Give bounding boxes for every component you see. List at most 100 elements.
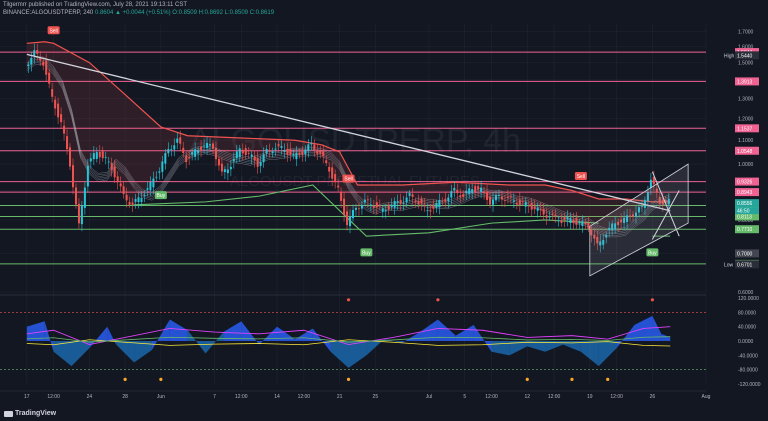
wedge-line-1 [651, 190, 680, 240]
candle-body [223, 169, 226, 172]
resistance-label-1-text: 1.3913 [737, 79, 753, 85]
candle-body [319, 150, 322, 154]
candle-body [194, 149, 197, 157]
oscillator-area [223, 321, 242, 341]
support-label-1 [735, 212, 759, 221]
candle-body [116, 176, 119, 183]
candle-body [69, 147, 72, 167]
candle-body [259, 161, 262, 166]
price-tag-0: High [724, 53, 735, 59]
candle-body [447, 197, 450, 202]
candle-body [533, 206, 536, 210]
price-label-1-sub-text: 46:50 [737, 209, 750, 215]
candle-body [357, 208, 360, 210]
candle-body [489, 196, 492, 205]
candle-body [229, 166, 232, 170]
candle-body [643, 199, 646, 208]
candle-body [375, 202, 378, 208]
price-label-0 [735, 51, 759, 60]
support-label-1-text: 0.8113 [737, 214, 752, 220]
price-axis[interactable]: 1.70001.60001.50001.40001.30001.20001.10… [724, 29, 761, 388]
candle-body [554, 214, 557, 216]
candle-body [45, 60, 48, 75]
candle-body [584, 222, 587, 225]
resistance-label-1 [735, 77, 759, 86]
candle-body [92, 153, 95, 160]
candle-body [483, 192, 486, 194]
candle-body [465, 190, 468, 194]
candle-body [113, 166, 116, 178]
candle-body [30, 57, 33, 65]
candle-body [632, 214, 635, 217]
candle-body [503, 199, 506, 201]
candle-body [480, 187, 483, 192]
candle-body [119, 183, 122, 187]
time-tick-12: 5 [463, 394, 466, 400]
candle-body [176, 138, 179, 143]
candle-body [83, 187, 86, 208]
candle-body [36, 49, 39, 54]
candle-body [486, 191, 489, 201]
candle-body [101, 151, 104, 159]
candle-body [188, 157, 191, 159]
candle-body [453, 187, 456, 191]
candle-body [384, 210, 387, 212]
candle-body [548, 216, 551, 218]
candle-body [620, 219, 623, 223]
candle-body [325, 160, 328, 164]
candle-body [250, 154, 253, 158]
oscillator-area [26, 321, 45, 341]
price-label-3-text: 0.6701 [737, 262, 753, 268]
buy-signal-3 [360, 248, 373, 257]
candle-body [497, 195, 500, 196]
candle-body [51, 89, 54, 97]
candle-body [74, 187, 77, 205]
candle-body [295, 152, 298, 160]
oscillator-area [598, 341, 617, 367]
candle-body [310, 143, 313, 145]
oscillator-area [71, 341, 90, 367]
price-label-1-text: 0.8556 [737, 201, 753, 207]
price-change: 0.8604 ▲ +0.0044 (+0.51%) [94, 10, 171, 16]
candle-body [89, 158, 92, 162]
time-tick-19: Aug [702, 394, 711, 400]
time-tick-18: 26 [650, 394, 656, 400]
support-label-2 [735, 225, 759, 234]
candle-body [203, 145, 206, 147]
drawings[interactable] [26, 53, 689, 277]
candle-body [307, 144, 310, 151]
candle-body [209, 144, 212, 146]
candle-body [623, 217, 626, 223]
oscillator-area [455, 324, 474, 341]
resistance-label-5 [735, 188, 759, 197]
wedge-line-0 [651, 171, 680, 237]
candle-body [655, 188, 658, 193]
candle-body [60, 114, 63, 123]
candle-body [587, 223, 590, 229]
symbol-legend: BINANCE:ALGOUSDTPERP, 240 0.8604 ▲ +0.00… [3, 10, 274, 16]
time-tick-14: 12 [524, 394, 530, 400]
time-tick-4: Jun [157, 394, 165, 400]
candle-body [435, 203, 438, 209]
candle-body [390, 204, 393, 207]
osc-tick-5: -80.0000 [738, 368, 758, 374]
oscillator-marker-7 [436, 298, 440, 302]
supertrend-line [26, 41, 671, 203]
candle-body [530, 202, 533, 210]
price-tick-2: 1.5000 [738, 61, 754, 67]
ribbon-line-4 [26, 62, 671, 236]
candle-body [396, 201, 399, 203]
time-tick-16: 19 [587, 394, 593, 400]
osc-tick-6: -120.0000 [738, 382, 761, 388]
sell-signal-label-2: Sell [344, 177, 352, 183]
time-axis[interactable]: 17 12:00 24 28 Jun 7 12:00 14 12:00 21 25 Jul 5 12:00… [0, 390, 711, 400]
candle-body [268, 150, 271, 152]
oscillator-marker-3 [525, 377, 529, 381]
candle-body [179, 137, 182, 144]
resistance-label-4-text: 0.9326 [737, 180, 753, 186]
buy-signal-label-1: Buy [157, 193, 166, 199]
candle-body [441, 200, 444, 202]
candle-body [557, 220, 560, 222]
candle-body [343, 198, 346, 215]
